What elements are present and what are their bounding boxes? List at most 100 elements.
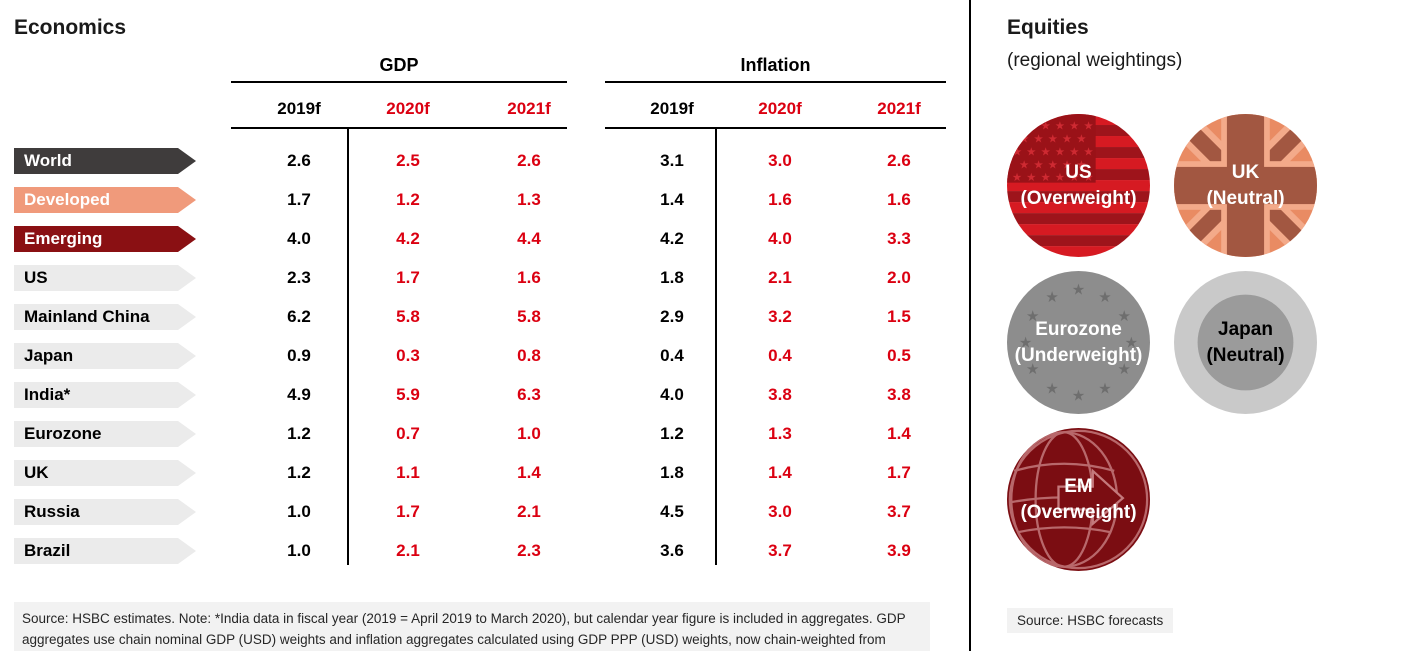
gdp-value-cell: 0.9 bbox=[287, 346, 311, 365]
year-header: 2021f bbox=[877, 99, 921, 118]
svg-text:★: ★ bbox=[1026, 172, 1036, 184]
inflation-value-cell: 3.9 bbox=[887, 541, 911, 560]
gdp-value-cell: 4.2 bbox=[396, 229, 420, 248]
svg-text:★: ★ bbox=[1055, 172, 1065, 184]
svg-text:★: ★ bbox=[1012, 146, 1022, 158]
gdp-value-cell: 1.0 bbox=[517, 424, 541, 443]
svg-text:★: ★ bbox=[1026, 308, 1039, 325]
row-label-world: World bbox=[14, 148, 196, 174]
row-label-us: US bbox=[14, 265, 196, 291]
svg-text:★: ★ bbox=[1019, 159, 1029, 171]
svg-text:★: ★ bbox=[1040, 146, 1050, 158]
inflation-value-cell: 4.2 bbox=[660, 229, 684, 248]
svg-text:★: ★ bbox=[1033, 134, 1043, 146]
svg-text:★: ★ bbox=[1040, 172, 1050, 184]
gdp-value-cell: 2.5 bbox=[396, 151, 420, 170]
gdp-value-cell: 1.1 bbox=[396, 463, 420, 482]
inflation-value-cell: 0.5 bbox=[887, 346, 911, 365]
year-header: 2020f bbox=[386, 99, 430, 118]
svg-text:★: ★ bbox=[1045, 289, 1058, 306]
svg-text:★: ★ bbox=[1118, 308, 1131, 325]
gdp-value-cell: 1.7 bbox=[287, 190, 311, 209]
svg-text:★: ★ bbox=[1069, 172, 1079, 184]
gdp-value-cell: 1.3 bbox=[517, 190, 541, 209]
gdp-column-group-header: GDP bbox=[379, 55, 419, 75]
inflation-value-cell: 3.0 bbox=[768, 151, 792, 170]
year-header: 2021f bbox=[507, 99, 551, 118]
inflation-value-cell: 3.1 bbox=[660, 151, 684, 170]
svg-text:★: ★ bbox=[1098, 289, 1111, 306]
year-header: 2019f bbox=[277, 99, 321, 118]
svg-text:★: ★ bbox=[1033, 159, 1043, 171]
equity-weighting-em: EM (Overweight) bbox=[1007, 428, 1150, 571]
inflation-value-cell: 3.7 bbox=[768, 541, 792, 560]
inflation-value-cell: 4.0 bbox=[660, 385, 684, 404]
gdp-value-cell: 1.0 bbox=[287, 541, 311, 560]
inflation-value-cell: 3.8 bbox=[768, 385, 792, 404]
gdp-subheader-rule bbox=[231, 127, 567, 129]
year-header: 2020f bbox=[758, 99, 802, 118]
gdp-header-rule bbox=[231, 81, 567, 83]
inflation-value-cell: 4.5 bbox=[660, 502, 684, 521]
row-label-emerging: Emerging bbox=[14, 226, 196, 252]
svg-text:★: ★ bbox=[1076, 134, 1086, 146]
gdp-value-cell: 1.4 bbox=[517, 463, 541, 482]
svg-text:★: ★ bbox=[1069, 146, 1079, 158]
gdp-value-cell: 1.2 bbox=[287, 463, 311, 482]
inflation-value-cell: 2.1 bbox=[768, 268, 792, 287]
svg-text:★: ★ bbox=[1083, 146, 1093, 158]
row-label-india: India* bbox=[14, 382, 196, 408]
row-label-russia: Russia bbox=[14, 499, 196, 525]
inflation-value-cell: 1.6 bbox=[768, 190, 792, 209]
inflation-value-cell: 3.7 bbox=[887, 502, 911, 521]
inflation-value-cell: 1.4 bbox=[768, 463, 792, 482]
gdp-value-cell: 2.1 bbox=[517, 502, 541, 521]
gdp-value-cell: 2.3 bbox=[287, 268, 311, 287]
inflation-value-cell: 3.6 bbox=[660, 541, 684, 560]
gdp-value-cell: 1.7 bbox=[396, 268, 420, 287]
inflation-value-cell: 2.9 bbox=[660, 307, 684, 326]
equity-weighting-japan: Japan (Neutral) bbox=[1174, 271, 1317, 414]
year-header: 2019f bbox=[650, 99, 694, 118]
gdp-value-cell: 1.2 bbox=[287, 424, 311, 443]
row-label-japan: Japan bbox=[14, 343, 196, 369]
svg-text:★: ★ bbox=[1026, 146, 1036, 158]
equities-weightings-grid: ★ ★ ★ ★ ★ ★ ★ ★ ★ ★ ★ ★ ★ ★ ★ ★ ★ ★ ★ ★ ★ ★ ★ ★ ★ ★ ★ ★ US (Overweigh… bbox=[1007, 114, 1317, 571]
svg-text:★: ★ bbox=[1045, 380, 1058, 397]
inflation-value-cell: 0.4 bbox=[768, 346, 792, 365]
equities-title: Equities bbox=[1007, 16, 1089, 39]
gdp-value-cell: 0.8 bbox=[517, 346, 541, 365]
equity-weighting-us: ★ ★ ★ ★ ★ ★ ★ ★ ★ ★ ★ ★ ★ ★ ★ ★ ★ ★ ★ ★ ★ ★ ★ ★ ★ ★ ★ ★ US (Overweigh… bbox=[1007, 114, 1150, 257]
economics-title: Economics bbox=[14, 16, 127, 39]
inflation-value-cell: 4.0 bbox=[768, 229, 792, 248]
row-label-developed: Developed bbox=[14, 187, 196, 213]
svg-text:★: ★ bbox=[1055, 146, 1065, 158]
gdp-value-cell: 4.4 bbox=[517, 229, 541, 248]
inflation-value-cell: 2.6 bbox=[887, 151, 911, 170]
row-label-uk: UK bbox=[14, 460, 196, 486]
inflation-value-cell: 0.4 bbox=[660, 346, 684, 365]
gdp-value-cell: 2.1 bbox=[396, 541, 420, 560]
svg-text:★: ★ bbox=[1062, 159, 1072, 171]
svg-text:★: ★ bbox=[1048, 134, 1058, 146]
svg-text:★: ★ bbox=[1072, 388, 1085, 405]
inflation-value-cell: 1.7 bbox=[887, 463, 911, 482]
equity-weighting-uk: UK (Neutral) bbox=[1174, 114, 1317, 257]
gdp-value-cell: 0.7 bbox=[396, 424, 420, 443]
economics-source-note: Source: HSBC estimates. Note: *India dat… bbox=[14, 601, 930, 651]
equities-source-note: Source: HSBC forecasts bbox=[1007, 608, 1174, 633]
inflation-value-cell: 1.5 bbox=[887, 307, 911, 326]
svg-text:★: ★ bbox=[1055, 121, 1065, 133]
inflation-value-cell: 1.2 bbox=[660, 424, 684, 443]
svg-text:★: ★ bbox=[1076, 159, 1086, 171]
gdp-value-cell: 4.9 bbox=[287, 385, 311, 404]
inflation-subheader-rule bbox=[605, 127, 946, 129]
row-label-eurozone: Eurozone bbox=[14, 421, 196, 447]
inflation-value-cell: 1.4 bbox=[887, 424, 911, 443]
svg-text:★: ★ bbox=[1062, 134, 1072, 146]
inflation-value-cell: 3.2 bbox=[768, 307, 792, 326]
svg-text:★: ★ bbox=[1098, 380, 1111, 397]
gdp-value-cell: 6.3 bbox=[517, 385, 541, 404]
gdp-value-cell: 5.8 bbox=[396, 307, 420, 326]
inflation-header-rule bbox=[605, 81, 946, 83]
